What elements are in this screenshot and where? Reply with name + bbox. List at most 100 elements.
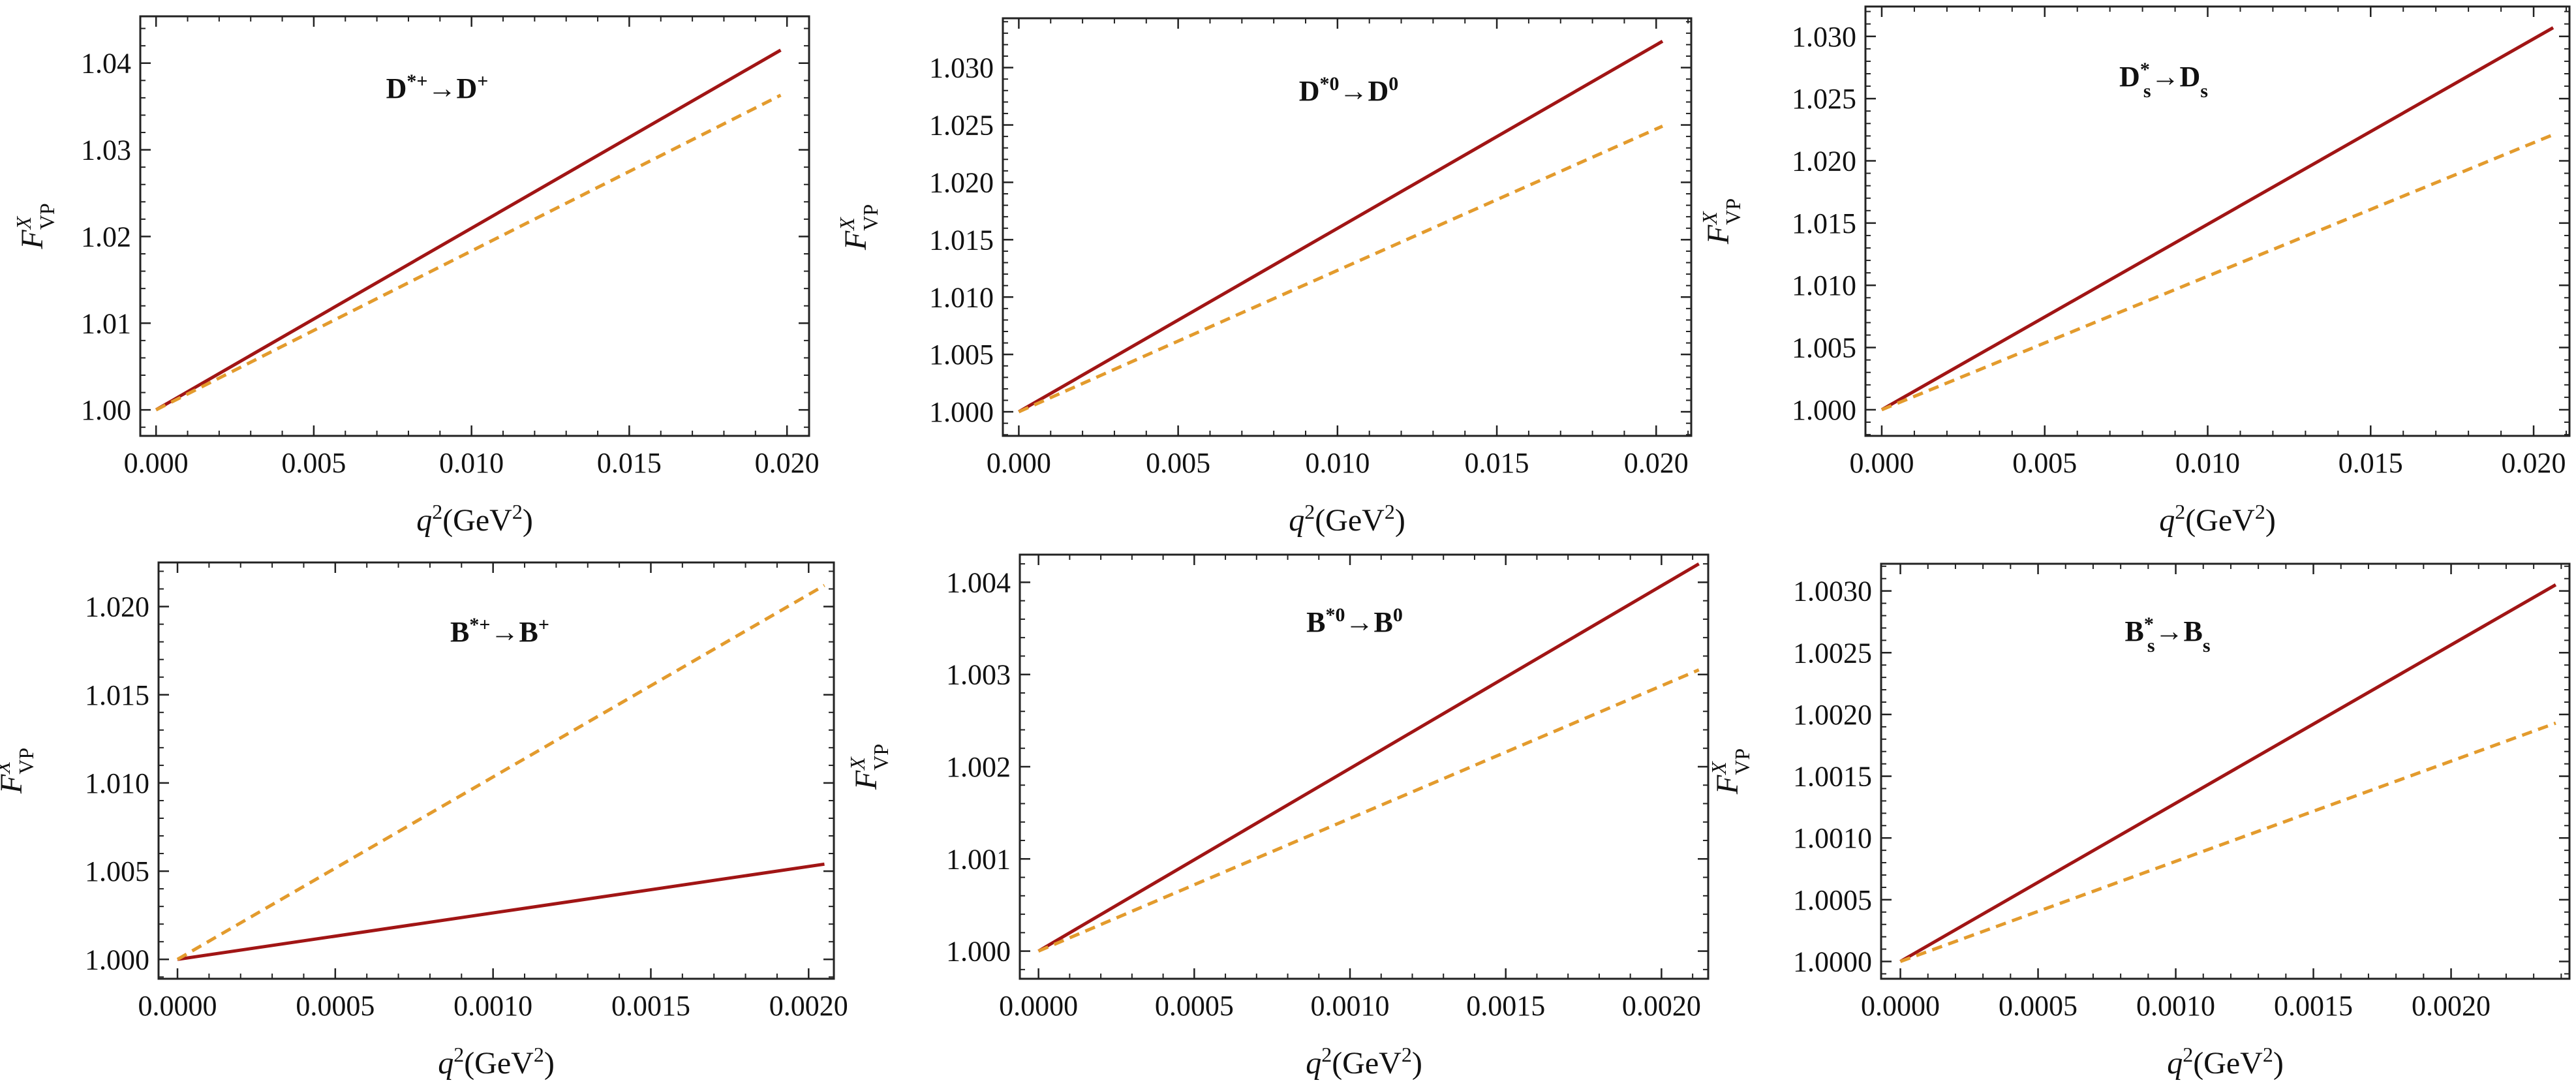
y-tick-label: 1.005	[1792, 332, 1856, 364]
x-tick-label: 0.0020	[1622, 990, 1701, 1022]
y-tick-label: 1.002	[946, 751, 1011, 783]
plot-frame	[1864, 5, 2571, 437]
y-tick-label: 1.003	[946, 659, 1011, 691]
series-dashed	[1881, 133, 2554, 412]
y-tick-label: 1.030	[1792, 21, 1856, 53]
panel-title: D* s→Ds	[2119, 59, 2208, 102]
y-tick-label: 1.0025	[1793, 637, 1872, 669]
y-tick-label: 1.005	[85, 855, 149, 887]
y-tick-label: 1.000	[946, 936, 1011, 968]
y-tick-label: 1.0020	[1793, 699, 1872, 731]
x-tick-label: 0.015	[597, 447, 662, 479]
y-axis-label: FVPX	[1707, 748, 1754, 795]
x-axis-label: q2(GeV2)	[2167, 1043, 2284, 1081]
x-tick-label: 0.020	[1624, 447, 1689, 479]
y-tick-label: 1.000	[1792, 394, 1856, 426]
x-tick-label: 0.0005	[1155, 990, 1234, 1022]
y-axis-label: FVPX	[835, 204, 882, 251]
x-axis-label: q2(GeV2)	[2159, 500, 2276, 538]
x-tick-label: 0.005	[1146, 447, 1210, 479]
series-dashed	[155, 93, 782, 412]
panel-title: D*0→D0	[1299, 73, 1399, 108]
y-tick-label: 1.020	[1792, 145, 1856, 177]
x-tick-label: 0.0015	[611, 990, 690, 1022]
series-solid	[1037, 562, 1700, 953]
x-tick-label: 0.015	[1465, 447, 1529, 479]
x-tick-label: 0.010	[439, 447, 504, 479]
panel-5: 0.0000 0.0005 0.0010 0.0015 0.0020 1.000 1.001…	[846, 553, 1710, 1081]
panel-4: 0.0000 0.0005 0.0010 0.0015 0.0020 1.000 1.005…	[0, 561, 848, 1081]
x-tick-label: 0.005	[281, 447, 346, 479]
x-tick-label: 0.010	[2175, 447, 2240, 479]
x-tick-label: 0.020	[755, 447, 820, 479]
y-axis-label: FVPX	[12, 203, 59, 249]
plot-frame	[139, 15, 810, 437]
y-tick-label: 1.010	[85, 767, 149, 799]
x-tick-label: 0.0015	[2274, 990, 2353, 1022]
plot-frame	[1880, 562, 2571, 980]
y-tick-label: 1.004	[946, 566, 1011, 598]
series-solid	[1880, 26, 2554, 412]
series-dashed	[1899, 721, 2556, 963]
x-axis-label: q2(GeV2)	[1289, 500, 1405, 538]
y-tick-label: 1.015	[929, 224, 994, 256]
panel-title: D*+→D+	[386, 70, 489, 105]
x-tick-label: 0.0010	[453, 990, 532, 1022]
y-axis-label: FVPX	[846, 744, 893, 790]
y-tick-label: 1.020	[929, 166, 994, 198]
x-tick-label: 0.000	[987, 447, 1051, 479]
panel-2: 0.000 0.005 0.010 0.015 0.020 1.000 1.005 1.010…	[835, 17, 1693, 538]
y-tick-label: 1.00	[81, 394, 131, 426]
series-dashed	[1037, 668, 1700, 953]
x-tick-label: 0.0000	[138, 990, 217, 1022]
x-tick-label: 0.005	[2012, 447, 2077, 479]
plot-frame	[1002, 17, 1693, 437]
x-tick-label: 0.0000	[1861, 990, 1940, 1022]
panel-3: 0.000 0.005 0.010 0.015 0.020 1.000 1.005 1.010…	[1698, 5, 2571, 538]
x-tick-label: 0.0000	[999, 990, 1078, 1022]
y-tick-label: 1.0000	[1793, 946, 1872, 978]
y-axis-label: FVPX	[1698, 198, 1745, 245]
series-solid	[1899, 583, 2557, 963]
panel-title: B* s→Bs	[2124, 613, 2210, 656]
series-dashed	[1018, 125, 1664, 414]
x-tick-label: 0.000	[124, 447, 189, 479]
x-tick-label: 0.0005	[1999, 990, 2078, 1022]
y-tick-label: 1.0030	[1793, 576, 1872, 607]
y-tick-label: 1.001	[946, 843, 1011, 875]
y-tick-label: 1.000	[929, 396, 994, 428]
x-tick-label: 0.0010	[2136, 990, 2215, 1022]
x-tick-label: 0.0015	[1466, 990, 1545, 1022]
y-axis-label: FVPX	[0, 748, 38, 794]
plot-frame	[157, 561, 835, 980]
y-tick-label: 1.030	[929, 52, 994, 84]
y-tick-label: 1.005	[929, 339, 994, 371]
y-tick-label: 1.02	[81, 221, 131, 253]
y-tick-label: 1.015	[85, 679, 149, 711]
panel-6: 0.0000 0.0005 0.0010 0.0015 0.0020 1.0000 1.00…	[1707, 562, 2571, 1081]
series-dashed	[176, 583, 825, 961]
y-tick-label: 1.0005	[1793, 884, 1872, 916]
x-tick-label: 0.000	[1849, 447, 1914, 479]
y-tick-label: 1.0015	[1793, 761, 1872, 793]
y-tick-label: 1.025	[1792, 83, 1856, 115]
y-tick-label: 1.020	[85, 591, 149, 623]
y-tick-label: 1.000	[85, 944, 149, 976]
y-tick-label: 1.010	[1792, 269, 1856, 301]
x-tick-label: 0.015	[2338, 447, 2403, 479]
x-tick-label: 0.0020	[2412, 990, 2491, 1022]
y-tick-label: 1.03	[81, 134, 131, 166]
y-tick-label: 1.010	[929, 281, 994, 313]
x-axis-label: q2(GeV2)	[416, 500, 533, 538]
x-tick-label: 0.020	[2502, 447, 2566, 479]
y-tick-label: 1.01	[81, 307, 131, 339]
x-tick-label: 0.0020	[769, 990, 848, 1022]
series-solid	[155, 48, 782, 412]
y-tick-label: 1.0010	[1793, 822, 1872, 854]
x-tick-label: 0.0005	[296, 990, 375, 1022]
y-tick-label: 1.015	[1792, 207, 1856, 239]
series-solid	[1018, 40, 1664, 414]
panel-title: B*0→B0	[1306, 604, 1403, 639]
y-tick-label: 1.025	[929, 110, 994, 142]
